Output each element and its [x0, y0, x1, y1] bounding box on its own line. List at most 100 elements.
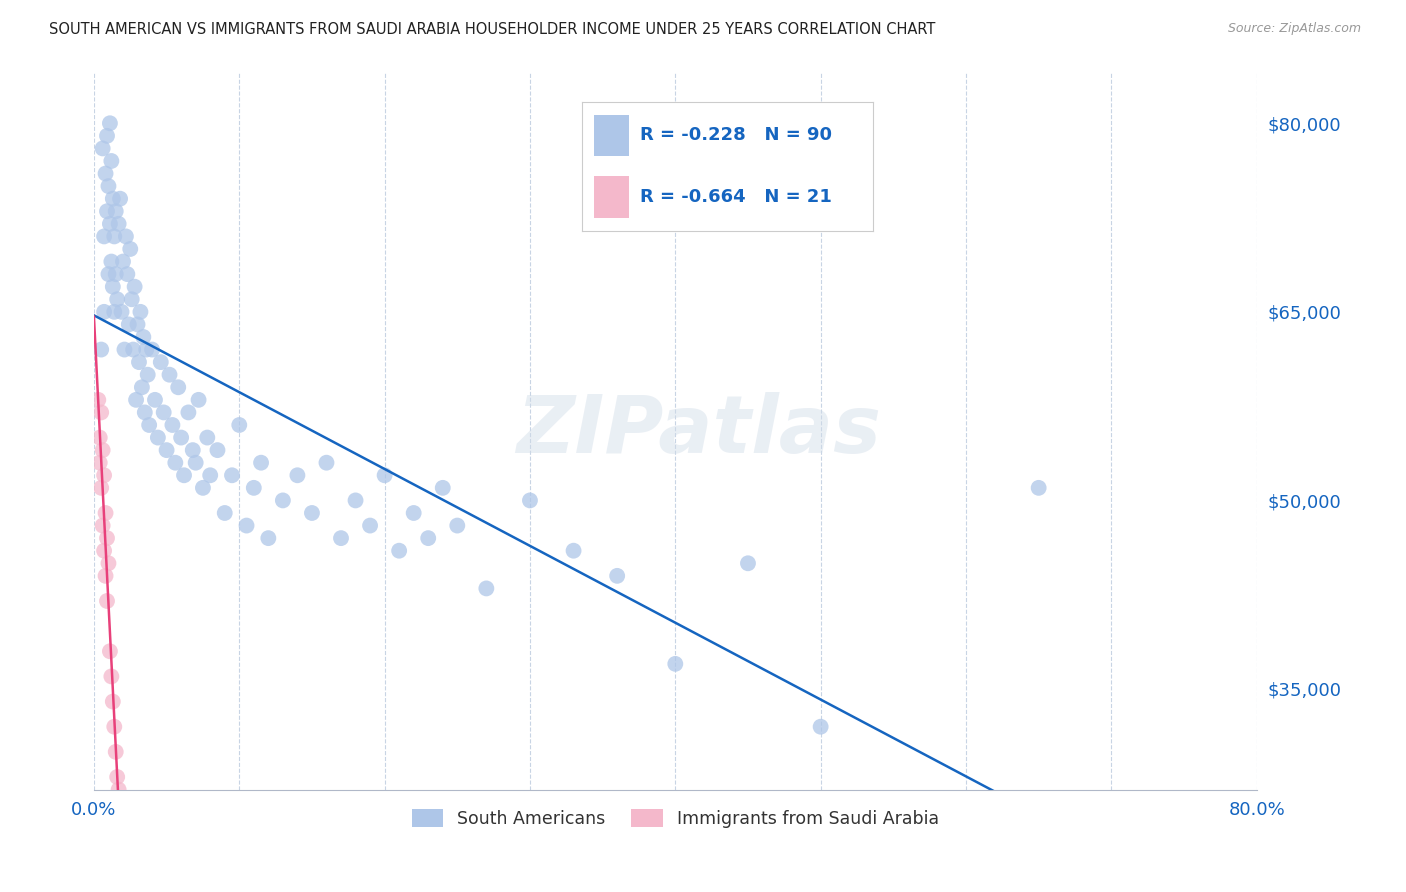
Point	[737, 556, 759, 570]
Point	[149, 355, 172, 369]
Point	[184, 456, 207, 470]
Point	[135, 343, 157, 357]
Text: SOUTH AMERICAN VS IMMIGRANTS FROM SAUDI ARABIA HOUSEHOLDER INCOME UNDER 25 YEARS: SOUTH AMERICAN VS IMMIGRANTS FROM SAUDI …	[49, 22, 935, 37]
Point	[98, 217, 121, 231]
Point	[104, 745, 127, 759]
Point	[228, 417, 250, 432]
Point	[606, 569, 628, 583]
Point	[93, 468, 115, 483]
Point	[301, 506, 323, 520]
Point	[118, 318, 141, 332]
Point	[475, 582, 498, 596]
Point	[90, 481, 112, 495]
Point	[94, 506, 117, 520]
Point	[132, 330, 155, 344]
Point	[519, 493, 541, 508]
Point	[104, 204, 127, 219]
Point	[103, 305, 125, 319]
Point	[101, 279, 124, 293]
Point	[101, 695, 124, 709]
Point	[108, 192, 131, 206]
Point	[114, 343, 136, 357]
Point	[207, 443, 229, 458]
Point	[115, 229, 138, 244]
Point	[134, 405, 156, 419]
Point	[117, 267, 139, 281]
Point	[97, 267, 120, 281]
Point	[104, 267, 127, 281]
Point	[124, 279, 146, 293]
Point	[214, 506, 236, 520]
Point	[120, 242, 142, 256]
Point	[167, 380, 190, 394]
Point	[810, 720, 832, 734]
Point	[155, 443, 177, 458]
Point	[173, 468, 195, 483]
Point	[165, 456, 187, 470]
Point	[97, 179, 120, 194]
Point	[152, 405, 174, 419]
Point	[344, 493, 367, 508]
Point	[121, 293, 143, 307]
Point	[146, 431, 169, 445]
Point	[200, 468, 222, 483]
Point	[446, 518, 468, 533]
Point	[101, 192, 124, 206]
Point	[87, 392, 110, 407]
Point	[664, 657, 686, 671]
Point	[98, 644, 121, 658]
Point	[111, 254, 134, 268]
Point	[96, 204, 118, 219]
Point	[221, 468, 243, 483]
Point	[94, 167, 117, 181]
Point	[100, 153, 122, 168]
Point	[122, 343, 145, 357]
Text: ZIPatlas: ZIPatlas	[516, 392, 882, 470]
Point	[110, 305, 132, 319]
Point	[93, 543, 115, 558]
Point	[374, 468, 396, 483]
Point	[90, 405, 112, 419]
Point	[170, 431, 193, 445]
Point	[103, 229, 125, 244]
Point	[96, 128, 118, 143]
Point	[93, 229, 115, 244]
Point	[187, 392, 209, 407]
Point	[138, 417, 160, 432]
Point	[96, 531, 118, 545]
Point	[257, 531, 280, 545]
Point	[89, 431, 111, 445]
Point	[91, 141, 114, 155]
Point	[141, 343, 163, 357]
Point	[100, 254, 122, 268]
Point	[105, 770, 128, 784]
Point	[136, 368, 159, 382]
Point	[243, 481, 266, 495]
Point	[107, 217, 129, 231]
Text: Source: ZipAtlas.com: Source: ZipAtlas.com	[1227, 22, 1361, 36]
Point	[181, 443, 204, 458]
Point	[562, 543, 585, 558]
Point	[330, 531, 353, 545]
Point	[91, 518, 114, 533]
Point	[97, 556, 120, 570]
Point	[271, 493, 294, 508]
Point	[103, 720, 125, 734]
Point	[105, 293, 128, 307]
Point	[129, 305, 152, 319]
Point	[402, 506, 425, 520]
Point	[191, 481, 214, 495]
Point	[432, 481, 454, 495]
Point	[143, 392, 166, 407]
Point	[195, 431, 218, 445]
Point	[388, 543, 411, 558]
Point	[1028, 481, 1050, 495]
Point	[162, 417, 184, 432]
Point	[93, 305, 115, 319]
Point	[100, 669, 122, 683]
Point	[98, 116, 121, 130]
Point	[127, 318, 149, 332]
Point	[90, 343, 112, 357]
Point	[125, 392, 148, 407]
Point	[359, 518, 381, 533]
